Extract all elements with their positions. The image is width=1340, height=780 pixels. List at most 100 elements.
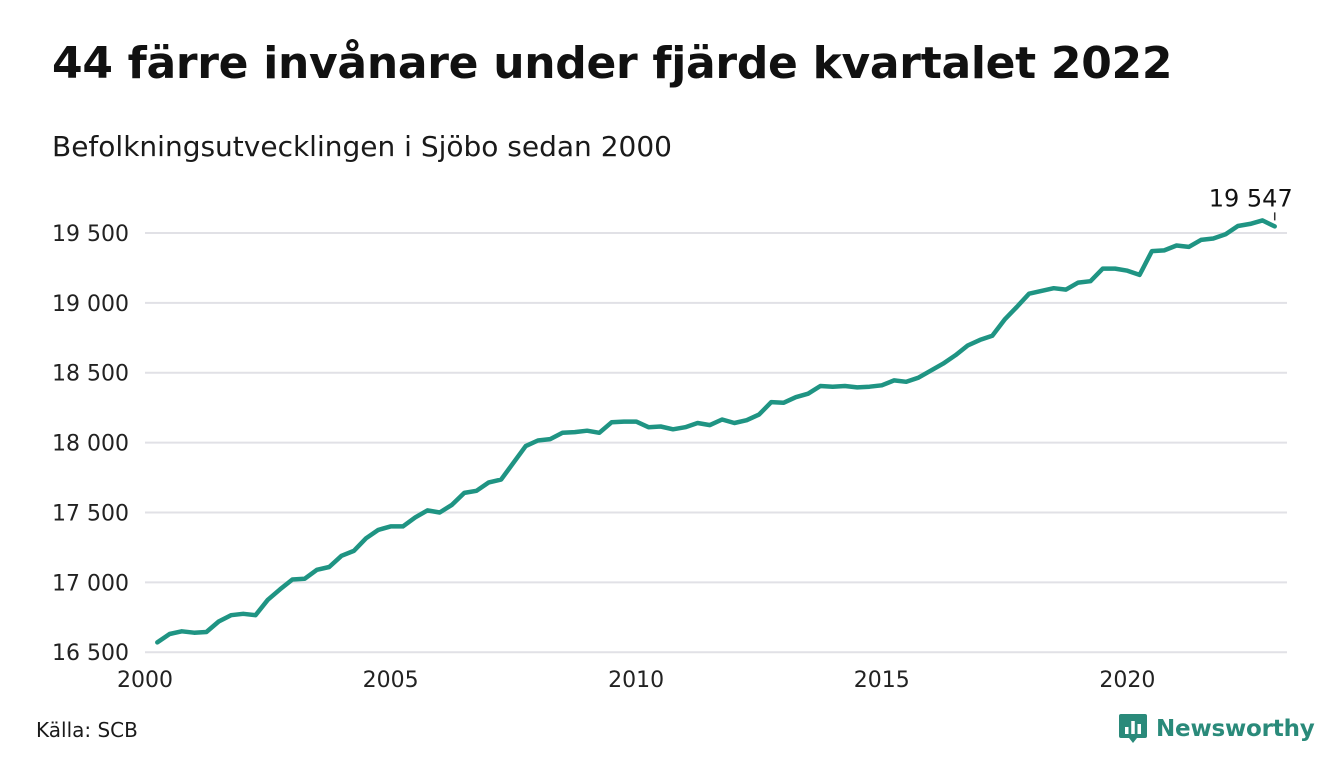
data-point [1064, 287, 1068, 291]
data-point [376, 528, 380, 532]
data-point [831, 385, 835, 389]
annotation-label: 19 547 [1209, 184, 1293, 212]
data-point [462, 491, 466, 495]
data-point [1260, 218, 1264, 222]
data-point [241, 612, 245, 616]
data-point [683, 425, 687, 429]
data-point [1248, 222, 1252, 226]
data-point [966, 343, 970, 347]
y-tick-label: 16 500 [52, 641, 129, 666]
data-point [315, 568, 319, 572]
chart-subtitle: Befolkningsutvecklingen i Sjöbo sedan 20… [52, 130, 672, 163]
data-point [327, 565, 331, 569]
data-point [339, 554, 343, 558]
data-point [745, 418, 749, 422]
data-point [880, 383, 884, 387]
x-tick-label: 2005 [363, 668, 419, 693]
y-axis-tick-labels: 16 500 17 000 17 500 18 000 18 500 19 000 19 5… [52, 222, 129, 666]
data-point [438, 510, 442, 514]
data-point [388, 524, 392, 528]
data-point [916, 375, 920, 379]
data-point [1223, 232, 1227, 236]
data-point [1236, 224, 1240, 228]
data-point [1088, 279, 1092, 283]
series-layer [155, 218, 1277, 645]
x-tick-label: 2015 [854, 668, 910, 693]
y-tick-label: 19 000 [52, 292, 129, 317]
data-point [953, 353, 957, 357]
y-tick-label: 19 500 [52, 222, 129, 247]
data-point [302, 577, 306, 581]
y-tick-label: 17 000 [52, 571, 129, 596]
newsworthy-logo-icon [1119, 714, 1147, 743]
chart-title: 44 färre invånare under fjärde kvartalet… [52, 38, 1173, 89]
data-point [1015, 305, 1019, 309]
data-point [511, 461, 515, 465]
data-point [585, 429, 589, 433]
data-point [597, 431, 601, 435]
data-point [1137, 273, 1141, 277]
series-line [155, 218, 1277, 645]
data-point [794, 395, 798, 399]
data-point [450, 503, 454, 507]
data-point [806, 392, 810, 396]
data-point [1101, 266, 1105, 270]
data-point [1113, 266, 1117, 270]
data-point [1273, 224, 1277, 228]
data-point [892, 378, 896, 382]
data-point [781, 401, 785, 405]
data-point [180, 629, 184, 633]
data-point [204, 630, 208, 634]
data-point [843, 384, 847, 388]
data-point [757, 412, 761, 416]
x-axis-tick-labels: 2000 2005 2010 2015 2020 [117, 668, 1155, 693]
data-point [695, 421, 699, 425]
data-point [646, 425, 650, 429]
data-point [671, 427, 675, 431]
x-tick-label: 2020 [1099, 668, 1155, 693]
data-point [929, 368, 933, 372]
data-point [487, 480, 491, 484]
data-point [1076, 280, 1080, 284]
data-point [524, 444, 528, 448]
data-point [1199, 238, 1203, 242]
data-point [217, 619, 221, 623]
y-tick-label: 18 000 [52, 432, 129, 457]
data-point [867, 385, 871, 389]
data-point [818, 384, 822, 388]
data-point [474, 489, 478, 493]
data-point [167, 632, 171, 636]
data-point [1027, 292, 1031, 296]
data-point [855, 385, 859, 389]
newsworthy-brand[interactable]: Newsworthy [1118, 712, 1315, 746]
data-point [548, 437, 552, 441]
data-point [401, 524, 405, 528]
data-point [1125, 269, 1129, 273]
data-point [266, 598, 270, 602]
data-point [1039, 289, 1043, 293]
data-point [634, 419, 638, 423]
data-point [352, 549, 356, 553]
data-point [609, 420, 613, 424]
data-point [290, 577, 294, 581]
gridlines [145, 231, 1287, 654]
data-point [622, 419, 626, 423]
data-point [1174, 243, 1178, 247]
y-tick-label: 17 500 [52, 501, 129, 526]
data-point [708, 423, 712, 427]
x-tick-label: 2000 [117, 668, 173, 693]
data-point [536, 438, 540, 442]
data-point [499, 477, 503, 481]
data-point [192, 631, 196, 635]
data-point [364, 536, 368, 540]
data-point [769, 400, 773, 404]
x-tick-label: 2010 [608, 668, 664, 693]
y-tick-label: 18 500 [52, 362, 129, 387]
data-point [659, 424, 663, 428]
data-point [155, 640, 159, 644]
data-point [413, 515, 417, 519]
data-point [720, 417, 724, 421]
brand-name: Newsworthy [1156, 716, 1315, 742]
data-point [904, 380, 908, 384]
